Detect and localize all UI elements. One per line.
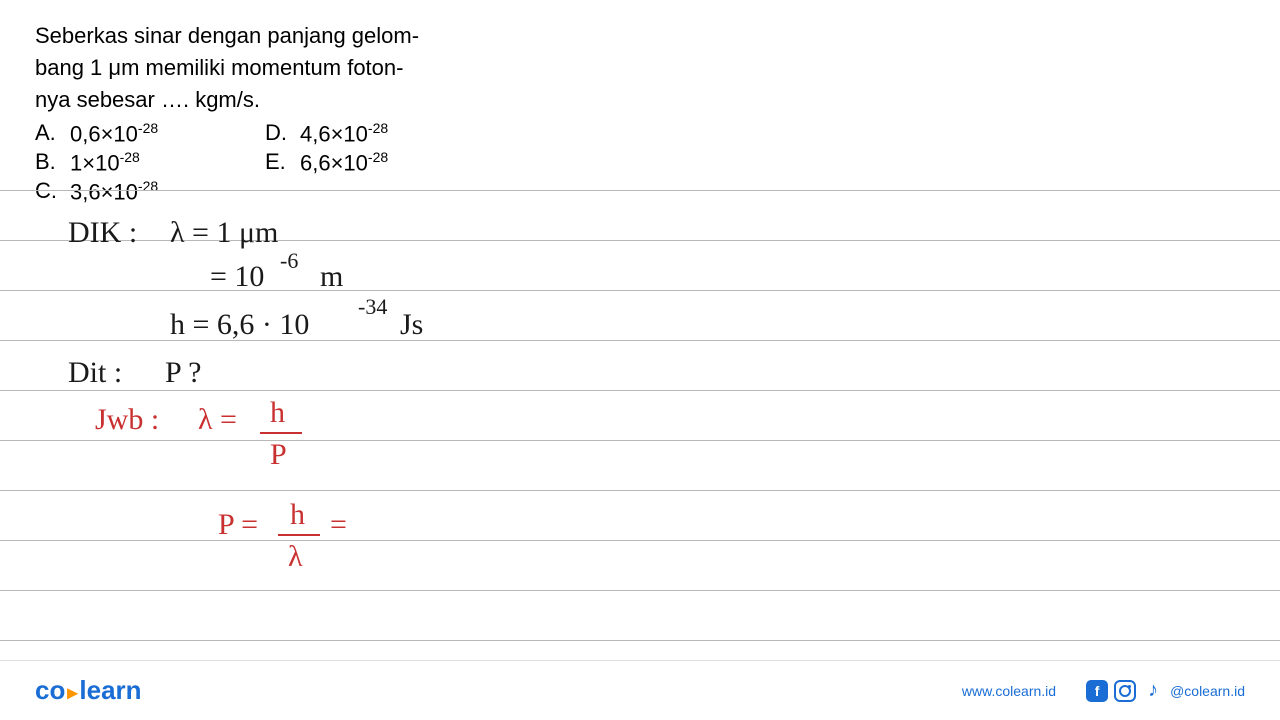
instagram-icon (1114, 680, 1136, 702)
hw-fraction-line-1 (260, 432, 302, 434)
rule-line (0, 190, 1280, 191)
rule-line (0, 290, 1280, 291)
hw-h-exp: -34 (358, 296, 387, 318)
hw-p-formula-left: P = (218, 510, 258, 540)
hw-p-formula-eq: = (330, 510, 347, 540)
hw-lambda-2: = 10 (210, 262, 264, 292)
hw-dit-q: P ? (165, 358, 201, 388)
rule-line (0, 390, 1280, 391)
hw-p-formula-num: h (290, 500, 305, 530)
question-text: Seberkas sinar dengan panjang gelom- ban… (35, 20, 455, 116)
hw-fraction-line-2 (278, 534, 320, 536)
brand-logo: co▸learn (35, 675, 142, 706)
rule-line (0, 440, 1280, 441)
footer: co▸learn www.colearn.id f ♪ @colearn.id (0, 660, 1280, 720)
question-line3: nya sebesar …. kgm/s. (35, 87, 260, 112)
hw-h-eq: h = 6,6 · 10 (170, 310, 309, 340)
tiktok-icon: ♪ (1142, 680, 1164, 702)
footer-right: www.colearn.id f ♪ @colearn.id (962, 680, 1245, 702)
rule-line (0, 640, 1280, 641)
hw-lambda-2-exp: -6 (280, 250, 298, 272)
rule-line (0, 490, 1280, 491)
social-handle: @colearn.id (1170, 683, 1245, 699)
hw-lambda-formula-left: λ = (198, 405, 237, 435)
question-line2: bang 1 μm memiliki momentum foton- (35, 55, 403, 80)
logo-co: co (35, 675, 65, 705)
website-url: www.colearn.id (962, 683, 1056, 699)
question-line1: Seberkas sinar dengan panjang gelom- (35, 23, 419, 48)
rule-line (0, 590, 1280, 591)
hw-lambda-formula-num: h (270, 398, 285, 428)
hw-lambda-formula-den: P (270, 440, 287, 470)
facebook-icon: f (1086, 680, 1108, 702)
hw-h-unit: Js (400, 310, 423, 340)
hw-lambda-2-unit: m (320, 262, 343, 292)
social-links: f ♪ @colearn.id (1086, 680, 1245, 702)
hw-p-formula-den: λ (288, 542, 303, 572)
rule-line (0, 540, 1280, 541)
hw-dik-label: DIK : (68, 218, 137, 248)
hw-lambda-1: λ = 1 μm (170, 218, 278, 248)
logo-dot-icon: ▸ (67, 682, 77, 704)
hw-jwb-label: Jwb : (95, 405, 159, 435)
hw-dit-label: Dit : (68, 358, 122, 388)
logo-learn: learn (79, 675, 141, 705)
